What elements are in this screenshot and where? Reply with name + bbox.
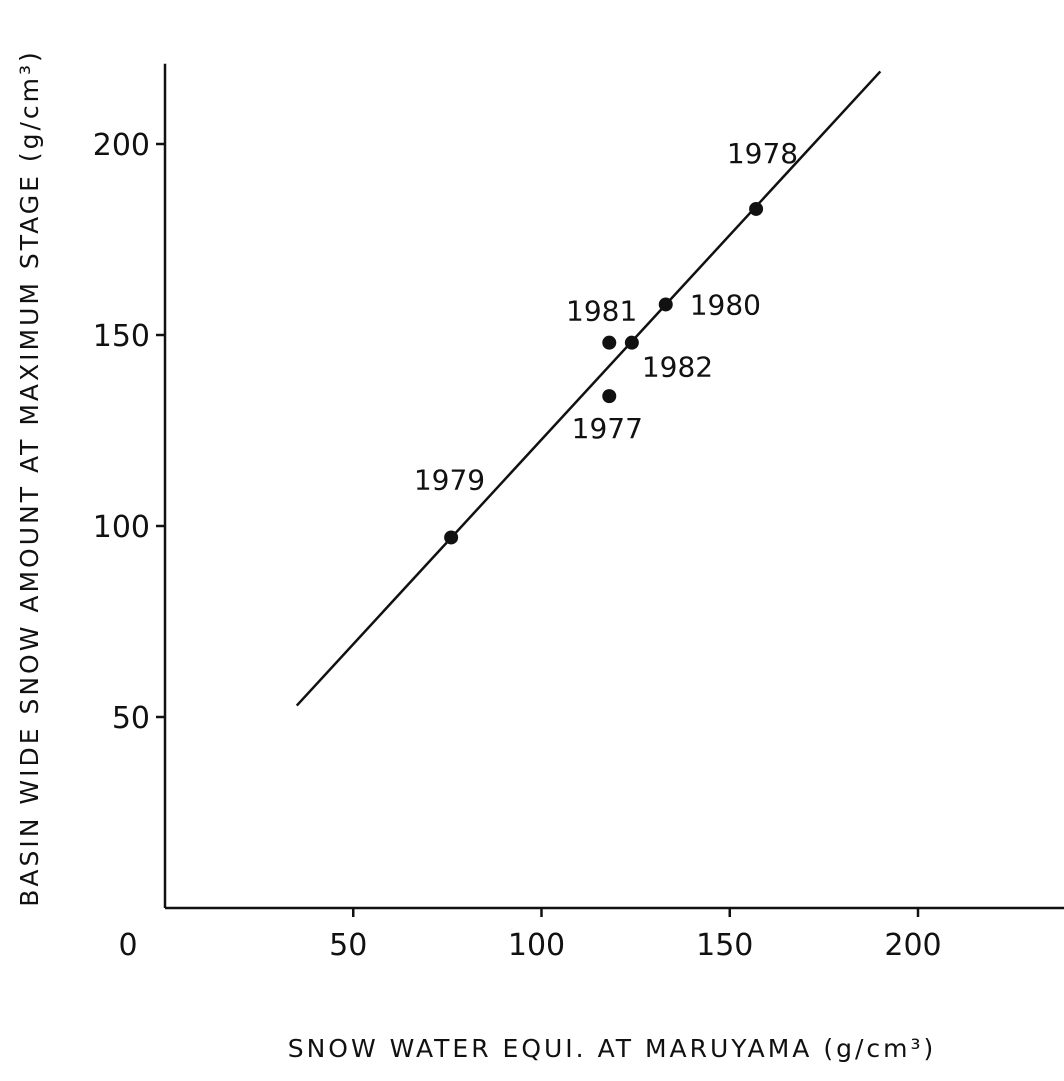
y-tick-label: 200 [93,128,150,163]
x-tick-label: 100 [508,928,565,963]
data-point-label: 1977 [572,412,643,445]
y-ticks: 50 100 150 200 [93,128,165,736]
data-point [658,297,673,312]
axes [163,63,1064,910]
data-point [444,530,459,545]
y-tick-label: 100 [93,510,150,545]
data-point [624,335,639,350]
data-point-label: 1982 [642,351,713,384]
x-tick-label: 0 [118,928,137,963]
data-point-label: 1979 [414,463,485,496]
x-tick-label: 200 [884,928,941,963]
y-tick-label: 50 [112,701,150,736]
x-tick-label: 150 [696,928,753,963]
x-axis-title: SNOW WATER EQUI. AT MARUYAMA (g/cm³) [288,1034,937,1063]
data-point-label: 1980 [690,288,761,321]
data-point [749,201,764,216]
x-ticks: 0 50 100 150 200 [118,908,942,963]
regression-line [295,70,882,707]
y-tick-label: 150 [93,319,150,354]
x-tick-label: 50 [329,928,367,963]
data-point [602,335,617,350]
data-point-label: 1981 [566,295,637,328]
y-axis-title: BASIN WIDE SNOW AMOUNT AT MAXIMUM STAGE … [15,49,44,907]
data-point [602,389,617,404]
data-point-label: 1978 [727,137,798,170]
